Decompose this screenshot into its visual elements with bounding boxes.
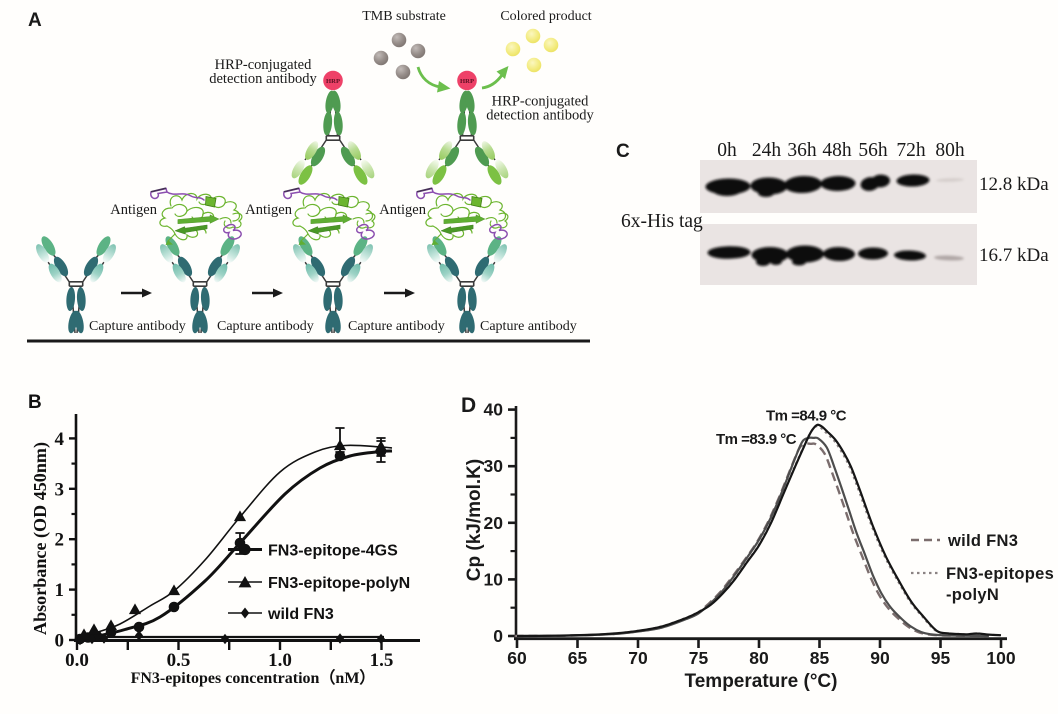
svg-text:HRP-conjugated: HRP-conjugated — [215, 57, 312, 73]
svg-text:Antigen: Antigen — [379, 202, 426, 218]
svg-text:FN3-epitopes: FN3-epitopes — [946, 565, 1054, 583]
svg-text:C: C — [616, 141, 630, 162]
svg-text:FN3-epitope-4GS: FN3-epitope-4GS — [268, 543, 398, 560]
svg-text:Tm =84.9 °C: Tm =84.9 °C — [766, 408, 847, 425]
svg-text:90: 90 — [870, 648, 890, 668]
svg-text:95: 95 — [931, 648, 951, 668]
svg-text:36h: 36h — [787, 140, 817, 161]
svg-text:0: 0 — [493, 626, 503, 646]
svg-text:FN3-epitope-polyN: FN3-epitope-polyN — [268, 575, 410, 592]
svg-text:60: 60 — [507, 648, 527, 668]
svg-text:detection antibody: detection antibody — [486, 108, 594, 124]
svg-text:24h: 24h — [752, 140, 782, 161]
svg-text:16.7 kDa: 16.7 kDa — [979, 245, 1049, 266]
svg-text:56h: 56h — [858, 140, 888, 161]
svg-text:A: A — [28, 10, 42, 31]
svg-text:65: 65 — [568, 648, 588, 668]
svg-text:40: 40 — [484, 400, 504, 420]
svg-text:3: 3 — [55, 479, 65, 500]
svg-text:Colored product: Colored product — [500, 9, 591, 24]
svg-text:Temperature (°C): Temperature (°C) — [685, 671, 838, 692]
svg-text:6x-His tag: 6x-His tag — [621, 211, 703, 232]
svg-text:0.5: 0.5 — [167, 650, 191, 671]
svg-text:75: 75 — [689, 648, 709, 668]
svg-text:Antigen: Antigen — [245, 202, 292, 218]
svg-text:1.0: 1.0 — [268, 650, 292, 671]
svg-text:B: B — [28, 392, 42, 413]
svg-text:0.0: 0.0 — [65, 650, 89, 671]
svg-text:100: 100 — [986, 648, 1015, 668]
svg-text:wild FN3: wild FN3 — [947, 532, 1018, 550]
svg-text:Capture antibody: Capture antibody — [89, 319, 186, 334]
svg-text:70: 70 — [628, 648, 648, 668]
svg-text:detection antibody: detection antibody — [209, 71, 317, 87]
svg-text:12.8 kDa: 12.8 kDa — [979, 174, 1049, 195]
svg-text:1: 1 — [55, 580, 65, 601]
svg-text:Antigen: Antigen — [110, 202, 157, 218]
svg-text:TMB substrate: TMB substrate — [362, 9, 446, 24]
svg-text:4: 4 — [55, 429, 65, 450]
svg-text:72h: 72h — [896, 140, 926, 161]
svg-text:Capture antibody: Capture antibody — [348, 319, 445, 334]
svg-text:FN3-epitopes concentration（nM）: FN3-epitopes concentration（nM） — [131, 669, 376, 687]
svg-text:Capture antibody: Capture antibody — [480, 319, 577, 334]
svg-text:0: 0 — [55, 631, 65, 652]
svg-text:Cp (kJ/mol.K): Cp (kJ/mol.K) — [464, 459, 485, 581]
svg-text:Capture antibody: Capture antibody — [217, 319, 314, 334]
svg-text:D: D — [461, 394, 476, 417]
svg-text:HRP-conjugated: HRP-conjugated — [492, 94, 589, 110]
svg-text:1.5: 1.5 — [370, 650, 394, 671]
svg-text:10: 10 — [484, 569, 504, 589]
svg-text:0h: 0h — [717, 140, 737, 161]
svg-text:Tm =83.9 °C: Tm =83.9 °C — [716, 431, 797, 448]
svg-text:80h: 80h — [935, 140, 965, 161]
svg-text:-polyN: -polyN — [946, 586, 999, 604]
svg-text:Absorbance (OD 450nm): Absorbance (OD 450nm) — [30, 442, 51, 635]
svg-text:80: 80 — [749, 648, 769, 668]
svg-text:2: 2 — [55, 530, 65, 551]
svg-text:48h: 48h — [822, 140, 852, 161]
svg-text:wild FN3: wild FN3 — [267, 606, 334, 623]
svg-text:20: 20 — [484, 513, 504, 533]
svg-text:85: 85 — [810, 648, 830, 668]
svg-text:30: 30 — [484, 456, 504, 476]
